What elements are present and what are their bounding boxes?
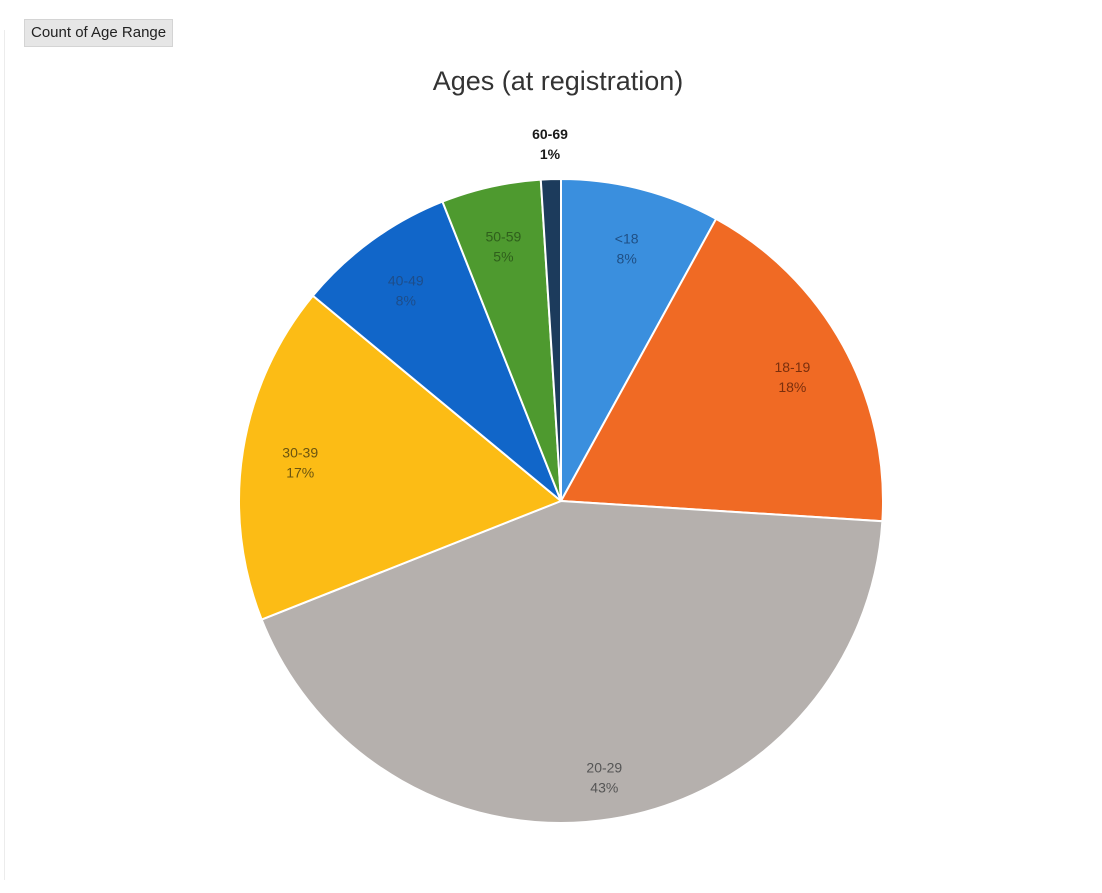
slice-percent-label: 8% [617, 250, 637, 266]
slice-category-label: 50-59 [485, 228, 521, 244]
slice-category-label: 20-29 [586, 760, 622, 776]
slice-category-label: 60-69 [532, 126, 568, 142]
chart-title: Ages (at registration) [432, 66, 684, 96]
slice-percent-label: 5% [493, 248, 513, 264]
sheet-edge-rule [4, 30, 5, 880]
slice-category-label: 30-39 [282, 445, 318, 461]
pie-data-labels: <18 8% 18-19 18% 20-29 43% 30-39 17% 40-49 8% 50-5… [282, 126, 810, 795]
slice-category-label: 18-19 [774, 359, 810, 375]
slice-category-label: 40-49 [388, 272, 424, 288]
slice-category-label: <18 [615, 230, 639, 246]
pivot-field-button-count-of-age-range[interactable]: Count of Age Range [24, 19, 174, 47]
pie-slice-2 [559, 217, 884, 523]
pie-slice-3 [260, 499, 884, 824]
slice-percent-label: 17% [286, 465, 314, 481]
slice-percent-label: 8% [396, 292, 416, 308]
pie-slices [238, 177, 884, 824]
slice-percent-label: 1% [540, 146, 561, 162]
slice-percent-label: 43% [590, 780, 618, 796]
pie-slice-1 [560, 177, 718, 502]
slice-percent-label: 18% [778, 379, 806, 395]
pie-slice-7 [539, 177, 562, 502]
pie-slice-4 [238, 294, 563, 621]
pie-slice-5 [311, 200, 562, 502]
